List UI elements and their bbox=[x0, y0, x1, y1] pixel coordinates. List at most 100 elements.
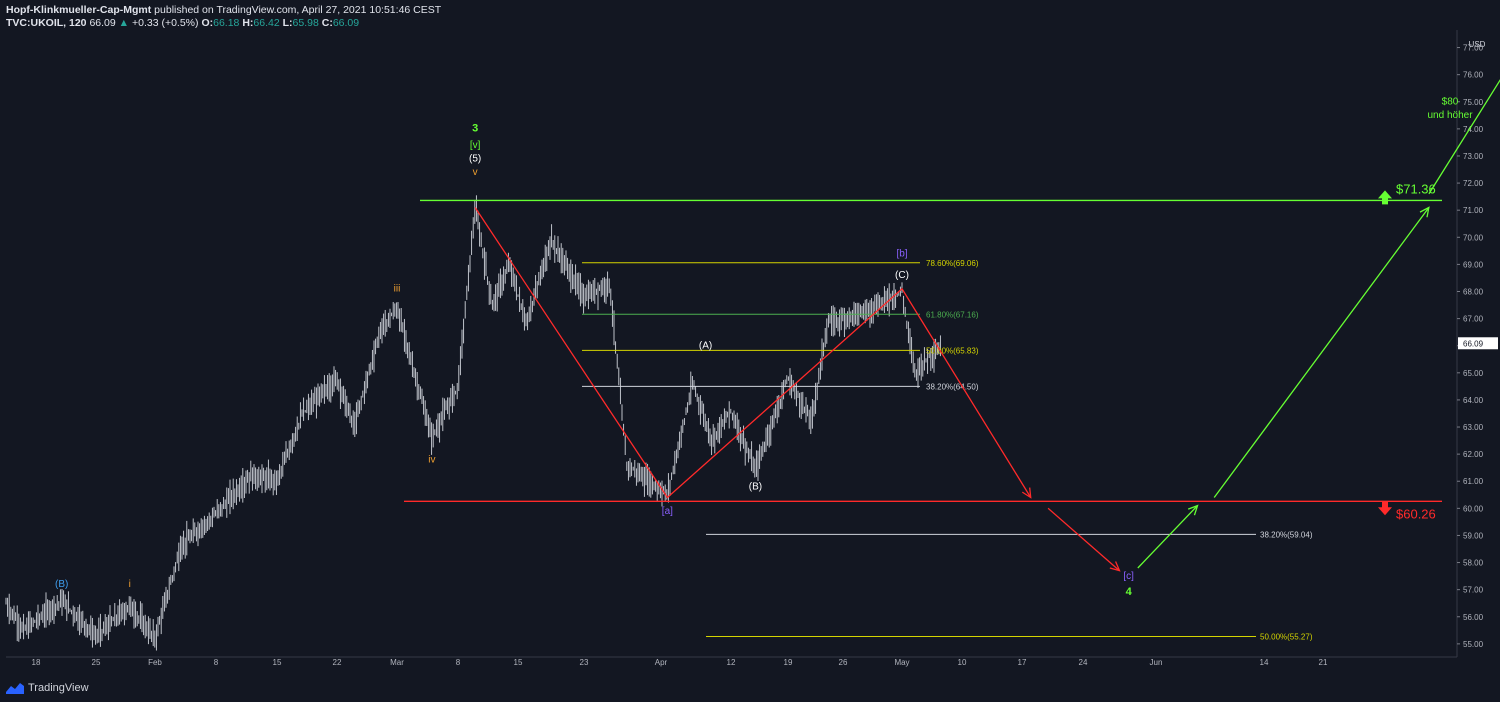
x-tick-label: 8 bbox=[214, 658, 219, 667]
open-label: O: bbox=[201, 17, 214, 29]
wave-label: iv bbox=[428, 454, 435, 465]
y-tick-label: 75.00 bbox=[1463, 98, 1484, 107]
wave-label: (B) bbox=[749, 481, 762, 492]
y-tick-label: 58.00 bbox=[1463, 559, 1484, 568]
brand-name: TradingView bbox=[28, 682, 89, 694]
y-tick-label: 71.00 bbox=[1463, 206, 1484, 215]
arrow-up-icon bbox=[1378, 190, 1392, 205]
arrow-head-green bbox=[1419, 206, 1430, 218]
y-tick-label: 57.00 bbox=[1463, 586, 1484, 595]
current-price-label: 66.09 bbox=[1463, 339, 1484, 348]
x-tick-label: 19 bbox=[784, 658, 793, 667]
y-tick-label: 60.00 bbox=[1463, 504, 1484, 513]
fib-label: 50.00%(55.27) bbox=[1260, 633, 1313, 642]
high-value: 66.42 bbox=[253, 17, 280, 29]
arrow-down-icon bbox=[1378, 501, 1392, 516]
x-tick-label: Mar bbox=[390, 658, 404, 667]
wave-path-red bbox=[474, 207, 1032, 499]
level-label-resistance: $71.36 bbox=[1396, 181, 1436, 196]
y-tick-label: 69.00 bbox=[1463, 260, 1484, 269]
x-tick-label: 17 bbox=[1018, 658, 1027, 667]
y-tick-label: 64.00 bbox=[1463, 396, 1484, 405]
wave-label: iii bbox=[394, 284, 401, 295]
wave-path-red-tail bbox=[1047, 507, 1120, 572]
x-tick-label: Jun bbox=[1150, 658, 1163, 667]
published-text: published on TradingView.com, April 27, … bbox=[154, 4, 442, 16]
open-value: 66.18 bbox=[213, 17, 240, 29]
y-tick-label: 59.00 bbox=[1463, 531, 1484, 540]
wave-label: (5) bbox=[469, 153, 481, 164]
x-tick-label: 12 bbox=[727, 658, 736, 667]
wave-label: [v] bbox=[470, 140, 481, 151]
arrow-head-green bbox=[1187, 504, 1199, 516]
wave-label: i bbox=[129, 579, 131, 590]
y-tick-label: 67.00 bbox=[1463, 315, 1484, 324]
x-tick-label: 25 bbox=[92, 658, 101, 667]
y-tick-label: 65.00 bbox=[1463, 369, 1484, 378]
level-label-support: $60.26 bbox=[1396, 506, 1436, 521]
close-value: 66.09 bbox=[332, 17, 360, 29]
y-tick-label: 62.00 bbox=[1463, 450, 1484, 459]
current-price-badge bbox=[1458, 337, 1498, 350]
arrow-head-red bbox=[1021, 487, 1032, 499]
wave-label: (A) bbox=[699, 340, 712, 351]
arrow-head-red bbox=[1109, 561, 1121, 572]
x-tick-label: 23 bbox=[580, 658, 589, 667]
y-tick-label: 56.00 bbox=[1463, 613, 1484, 622]
fib-label: 61.80%(67.16) bbox=[926, 310, 979, 319]
price-bars bbox=[5, 195, 941, 651]
fib-label: 38.20%(64.50) bbox=[926, 382, 979, 391]
wave-label: [b] bbox=[896, 248, 907, 259]
close-label: C: bbox=[321, 17, 333, 29]
y-tick-label: 77.00 bbox=[1463, 44, 1484, 53]
x-tick-label: 15 bbox=[514, 658, 523, 667]
currency-label: USD bbox=[1469, 40, 1486, 49]
low-value: 65.98 bbox=[292, 17, 319, 29]
price-change: +0.33 (+0.5%) bbox=[131, 17, 199, 29]
fib-label: 38.20%(59.04) bbox=[1260, 530, 1313, 539]
y-tick-label: 61.00 bbox=[1463, 477, 1484, 486]
x-tick-label: 8 bbox=[456, 658, 461, 667]
high-label: H: bbox=[242, 17, 254, 29]
x-tick-label: 22 bbox=[333, 658, 342, 667]
tradingview-logo-icon bbox=[6, 683, 24, 694]
publish-info: Hopf-Klinkmueller-Cap-Mgmt published on … bbox=[6, 4, 441, 16]
last-price: 66.09 bbox=[89, 17, 116, 29]
wave-path-green-2 bbox=[1213, 207, 1430, 498]
x-tick-label: 18 bbox=[32, 658, 41, 667]
fib-label: 50.00%(65.83) bbox=[926, 346, 979, 355]
y-tick-label: 70.00 bbox=[1463, 233, 1484, 242]
triangle-up-icon: ▲ bbox=[118, 17, 130, 29]
symbol-info: TVC:UKOIL, 120 66.09 ▲ +0.33 (+0.5%) O:6… bbox=[6, 17, 359, 29]
wave-label: v bbox=[473, 167, 478, 178]
y-tick-label: 73.00 bbox=[1463, 152, 1484, 161]
wave-label: 4 bbox=[1126, 586, 1133, 598]
publisher-name: Hopf-Klinkmueller-Cap-Mgmt bbox=[6, 4, 152, 16]
wave-label: $80 bbox=[1442, 96, 1459, 107]
y-tick-label: 76.00 bbox=[1463, 71, 1484, 80]
x-tick-label: Feb bbox=[148, 658, 162, 667]
fib-label: 78.60%(69.06) bbox=[926, 259, 979, 268]
wave-path-green-3 bbox=[1428, 79, 1500, 195]
wave-label: (B) bbox=[55, 579, 68, 590]
wave-label: (C) bbox=[895, 270, 909, 281]
x-tick-label: 24 bbox=[1079, 658, 1088, 667]
x-tick-label: Apr bbox=[655, 658, 668, 667]
x-tick-label: 26 bbox=[839, 658, 848, 667]
x-tick-label: 21 bbox=[1319, 658, 1328, 667]
y-tick-label: 74.00 bbox=[1463, 125, 1484, 134]
x-tick-label: 10 bbox=[958, 658, 967, 667]
x-tick-label: May bbox=[894, 658, 909, 667]
wave-path-green bbox=[1137, 505, 1198, 569]
y-tick-label: 63.00 bbox=[1463, 423, 1484, 432]
symbol-name: TVC:UKOIL, 120 bbox=[6, 17, 87, 29]
wave-label: und höher bbox=[1428, 110, 1474, 121]
low-label: L: bbox=[282, 17, 293, 29]
footer-brand: TradingView bbox=[6, 682, 89, 694]
wave-label: [a] bbox=[662, 506, 673, 517]
wave-label: [c] bbox=[1123, 571, 1134, 582]
x-tick-label: 14 bbox=[1260, 658, 1269, 667]
y-tick-label: 72.00 bbox=[1463, 179, 1484, 188]
y-tick-label: 68.00 bbox=[1463, 288, 1484, 297]
